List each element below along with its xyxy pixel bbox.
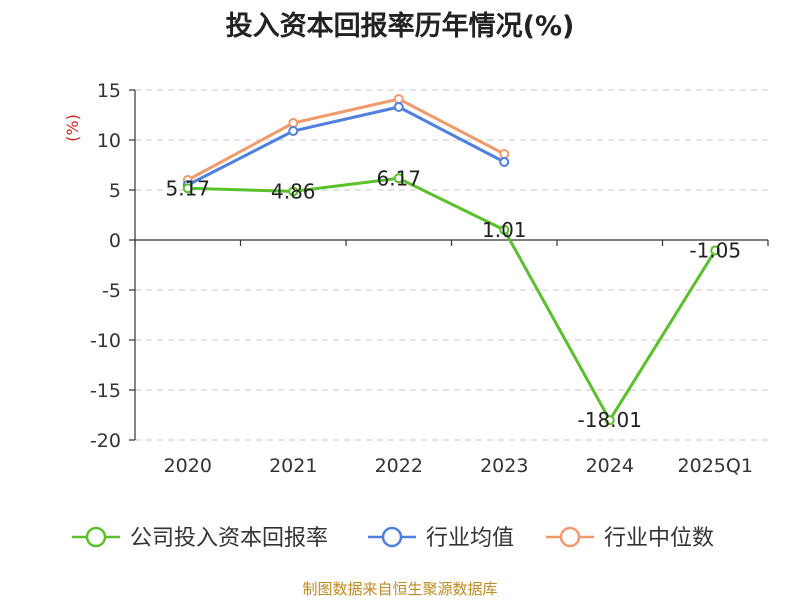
data-label: -1.05: [689, 239, 741, 263]
y-tick-label: -20: [90, 430, 121, 452]
y-tick-label: 10: [97, 130, 121, 152]
y-tick-label: -5: [102, 280, 121, 302]
data-point: [288, 126, 299, 136]
legend-label: 行业均值: [426, 526, 514, 551]
y-tick-label: 5: [109, 180, 121, 202]
data-label: 1.01: [482, 218, 527, 242]
data-point: [710, 245, 721, 256]
data-point: [393, 173, 404, 184]
x-tick-label: 2023: [480, 455, 528, 477]
axes: 15 10 5 0 -5 -10 -15 -20 2020 2021 2022 2023 2024 202…: [63, 80, 769, 477]
data-point: [393, 94, 404, 104]
legend-marker: [559, 526, 581, 548]
series-lines: [182, 94, 721, 426]
y-tick-label: 0: [109, 230, 121, 252]
data-point: [499, 224, 510, 235]
data-label: 4.86: [271, 179, 316, 203]
series-line: [187, 105, 505, 187]
legend-item: 行业中位数: [546, 526, 714, 551]
y-axis-label: (%): [63, 114, 82, 142]
legend-marker: [381, 526, 403, 548]
data-point: [288, 118, 299, 128]
y-tick-label: -15: [90, 380, 121, 402]
data-point: [499, 149, 510, 159]
data-point: [288, 186, 299, 197]
data-labels: 5.17 4.86 6.17 1.01 -18.01 -1.05: [165, 166, 741, 432]
legend-marker: [85, 526, 107, 548]
y-tick-label: 15: [97, 80, 121, 102]
legend-label: 行业中位数: [604, 526, 714, 551]
x-tick-label: 2021: [269, 455, 317, 477]
legend-label: 公司投入资本回报率: [130, 526, 328, 551]
x-tick-label: 2020: [164, 455, 212, 477]
data-point: [182, 183, 193, 194]
x-tick-label: 2025Q1: [678, 455, 753, 477]
x-tick-label: 2022: [375, 455, 423, 477]
data-point: [499, 157, 510, 167]
legend-item: 公司投入资本回报率: [72, 526, 328, 551]
data-label: 5.17: [165, 176, 210, 200]
data-point: [393, 102, 404, 112]
grid: [135, 89, 768, 441]
data-point: [604, 415, 615, 426]
source-note: 制图数据来自恒生聚源数据库: [302, 580, 498, 598]
data-label: 6.17: [376, 166, 421, 190]
data-label: -18.01: [578, 408, 642, 432]
legend: 公司投入资本回报率 行业均值 行业中位数: [72, 526, 714, 551]
legend-item: 行业均值: [368, 526, 514, 551]
series-line: [187, 176, 717, 422]
x-tick-label: 2024: [586, 455, 634, 477]
chart-title: 投入资本回报率历年情况(%): [225, 11, 575, 42]
y-tick-label: -10: [90, 330, 121, 352]
series-line: [187, 97, 505, 182]
